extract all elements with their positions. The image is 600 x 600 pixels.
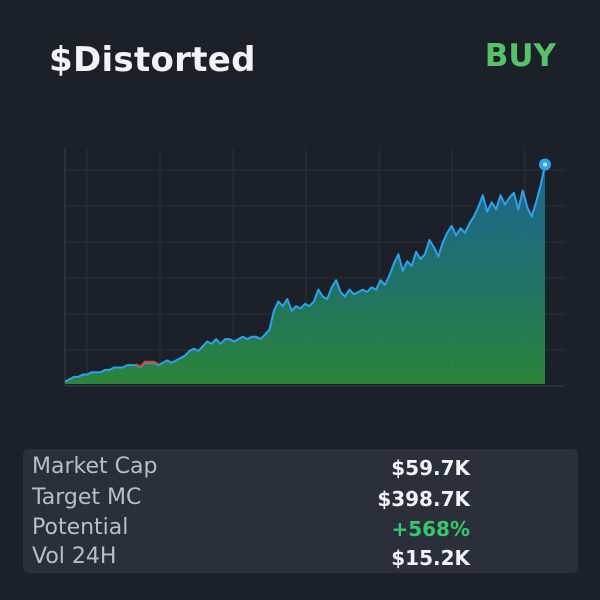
- stat-value: +568%: [391, 517, 470, 541]
- stat-row-market-cap: Market Cap $59.7K: [23, 452, 578, 482]
- chart-area-fill: [65, 164, 545, 384]
- stat-label: Vol 24H: [32, 544, 117, 569]
- token-title: $Distorted: [49, 40, 256, 80]
- stat-row-potential: Potential +568%: [23, 513, 578, 543]
- stat-label: Market Cap: [32, 454, 158, 479]
- stat-row-target-mc: Target MC $398.7K: [23, 483, 578, 513]
- stat-value: $15.2K: [391, 546, 470, 570]
- buy-button[interactable]: BUY: [484, 38, 556, 74]
- stat-label: Potential: [32, 515, 129, 540]
- stats-panel: Market Cap $59.7K Target MC $398.7K Pote…: [23, 449, 578, 573]
- stat-label: Target MC: [32, 485, 142, 510]
- stat-value: $59.7K: [391, 456, 470, 480]
- chart-series-dip-segment: [135, 360, 159, 368]
- chart-last-point-center: [543, 162, 547, 167]
- stat-row-vol-24h: Vol 24H $15.2K: [23, 542, 578, 572]
- stat-value: $398.7K: [377, 487, 470, 511]
- chart-marks: [64, 158, 551, 384]
- price-chart: [64, 148, 565, 387]
